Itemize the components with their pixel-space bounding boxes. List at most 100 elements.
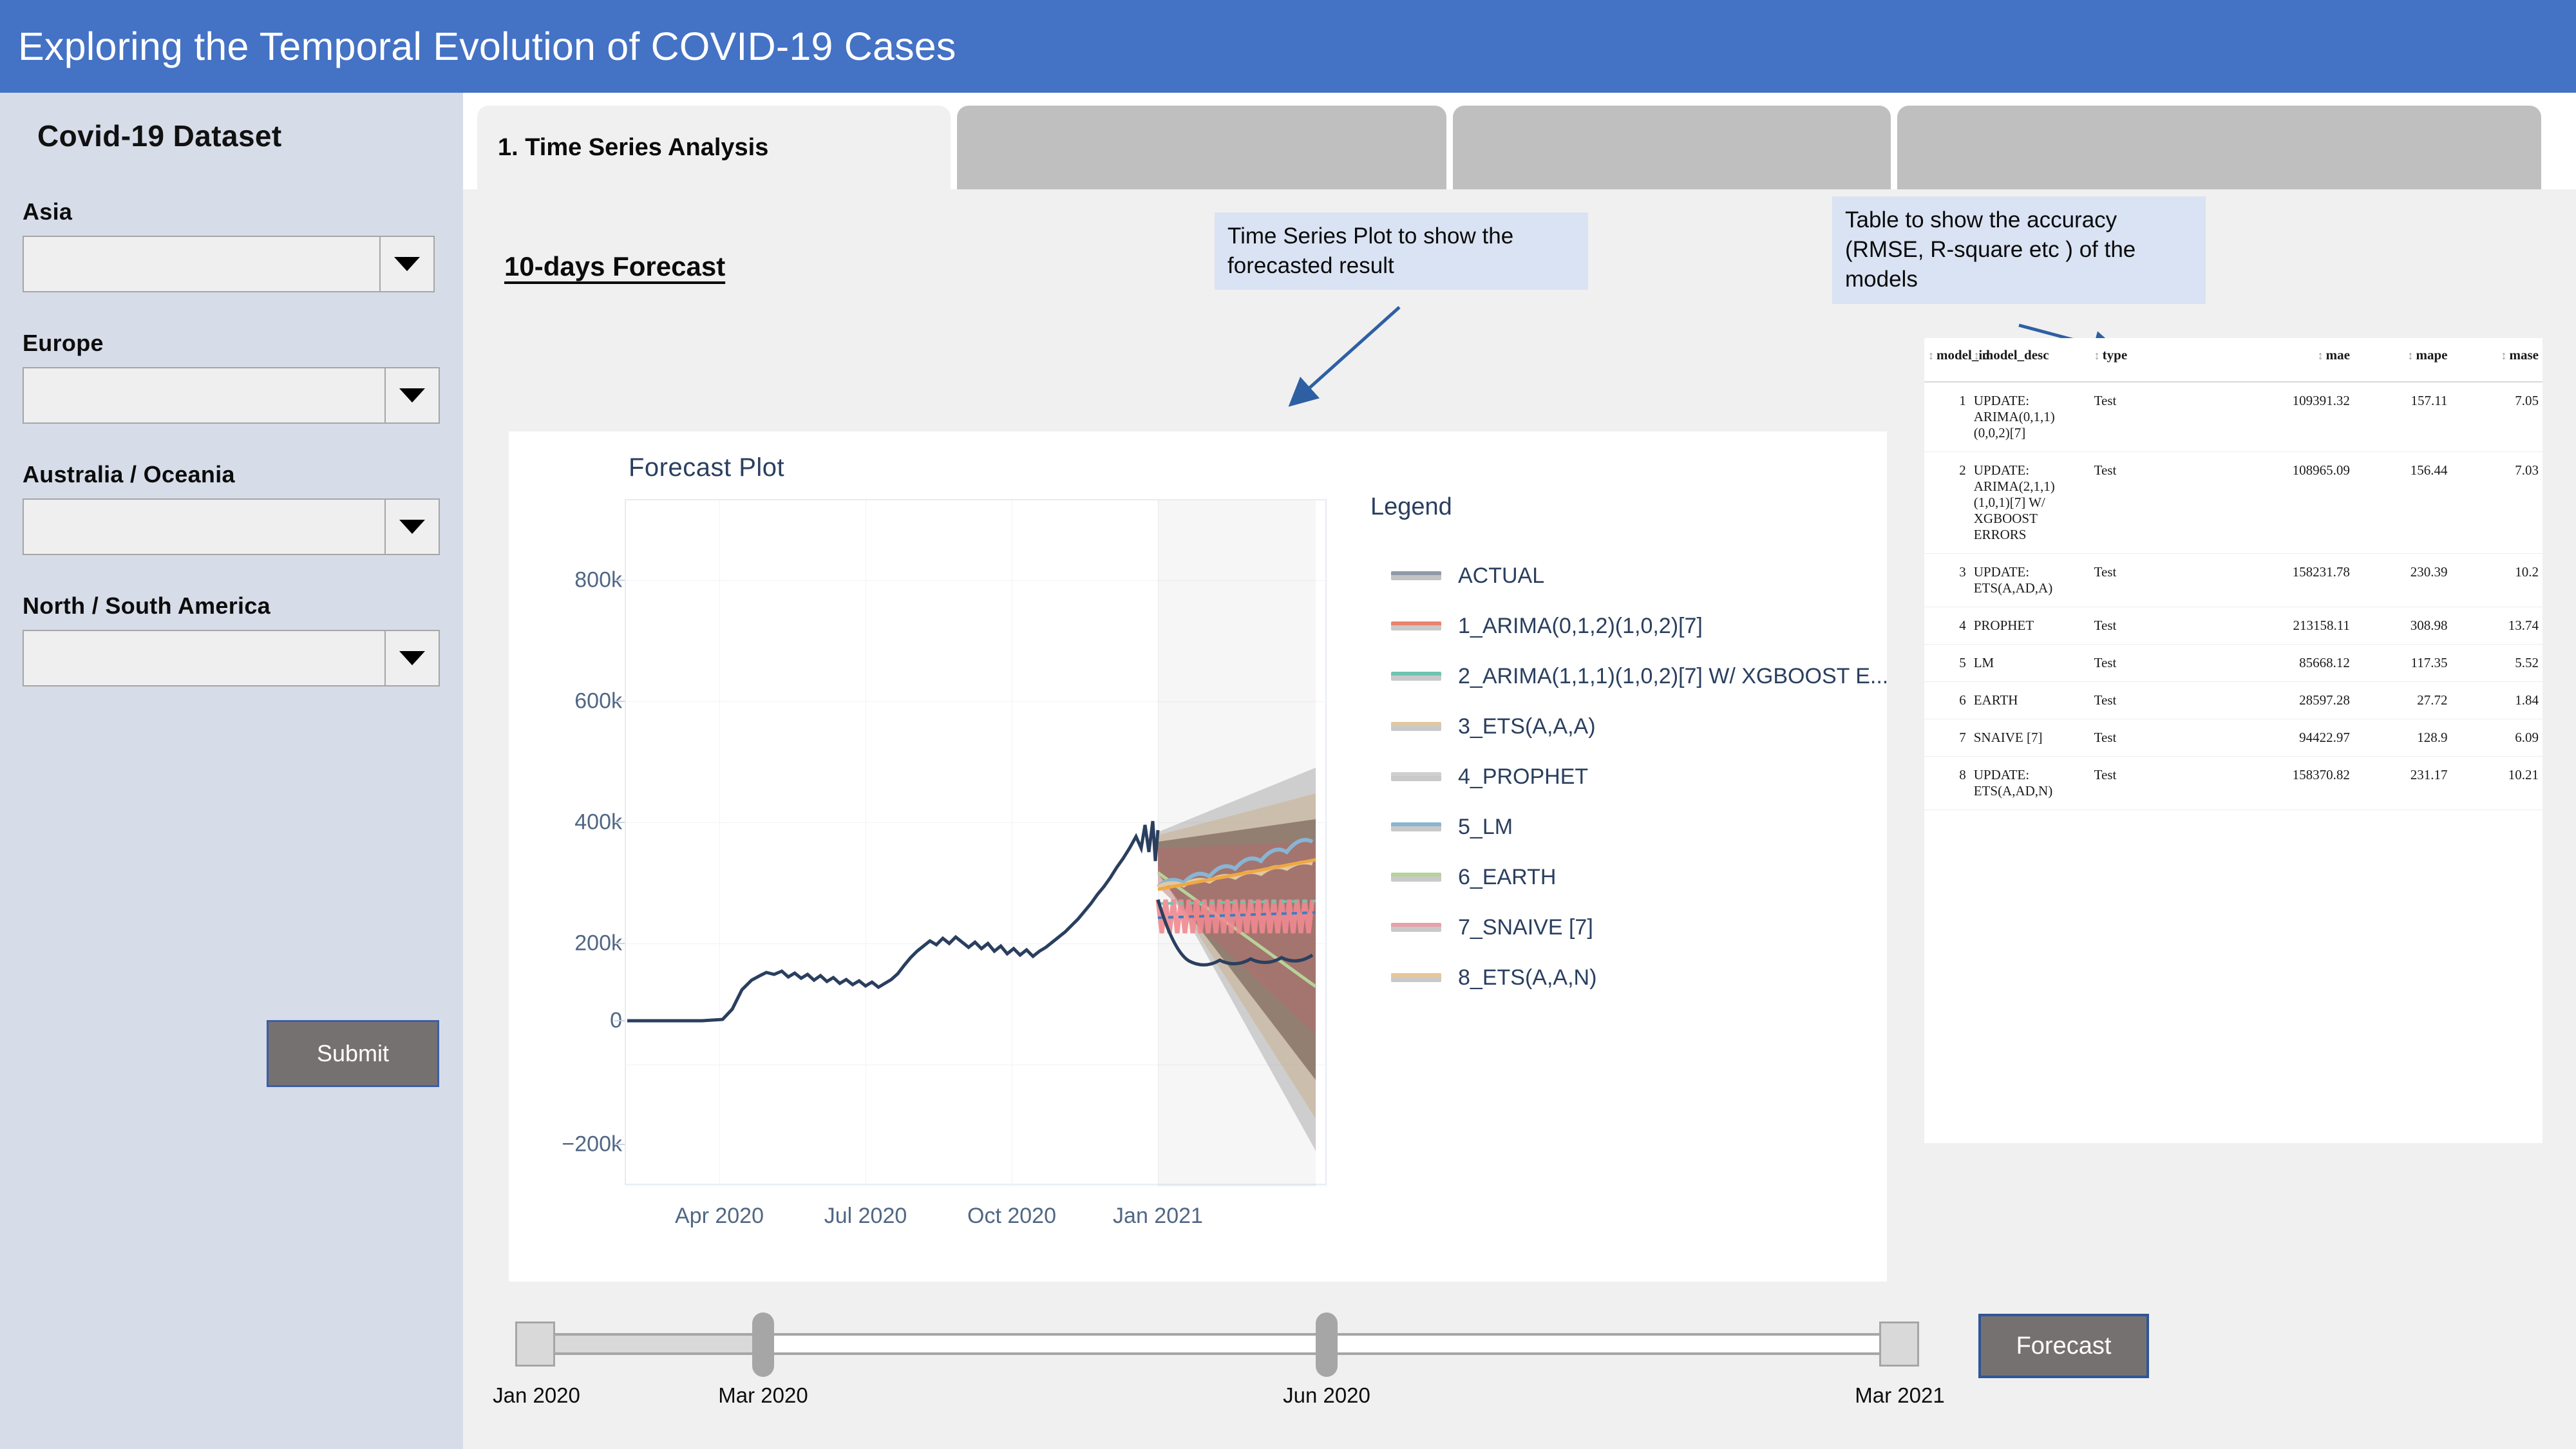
forecast-button[interactable]: Forecast	[1978, 1314, 2149, 1378]
cell-model-id: 5	[1924, 644, 1970, 682]
australia-oceania-select[interactable]	[23, 498, 440, 555]
th-type[interactable]: ↕ type	[2090, 338, 2227, 383]
chevron-down-icon[interactable]	[386, 500, 439, 554]
chart-legend: Legend ACTUAL 1_ARIMA(0,1,2)(1,0,2)[7] 2…	[1365, 493, 1888, 1003]
tab-2[interactable]	[957, 106, 1446, 189]
legend-label: 8_ETS(A,A,N)	[1458, 965, 1597, 990]
sidebar: Covid-19 Dataset Asia Europe Australia /…	[0, 93, 463, 1449]
cell-type: Test	[2090, 681, 2227, 719]
chart-plot-area: 800k 600k 400k 200k 0 −200k Apr 2020 Jul…	[562, 499, 1328, 1228]
table-row: 1 UPDATE: ARIMA(0,1,1)(0,0,2)[7] Test 10…	[1924, 382, 2543, 452]
cell-type: Test	[2090, 644, 2227, 682]
legend-item[interactable]: 6_EARTH	[1365, 852, 1855, 902]
chevron-down-icon[interactable]	[386, 368, 439, 422]
cell-mape: 308.98	[2353, 607, 2452, 645]
cell-mape: 231.17	[2353, 756, 2452, 810]
submit-button[interactable]: Submit	[267, 1020, 439, 1087]
cell-mase: 10.2	[2451, 553, 2543, 607]
legend-swatch-icon	[1391, 822, 1441, 831]
cell-mape: 157.11	[2353, 382, 2452, 452]
slider-handle-to[interactable]	[1316, 1312, 1338, 1377]
legend-item[interactable]: ACTUAL	[1365, 551, 1855, 601]
legend-swatch-icon	[1391, 571, 1441, 580]
table-row: 3 UPDATE: ETS(A,AD,A) Test 158231.78 230…	[1924, 553, 2543, 607]
table-row: 7 SNAIVE [7] Test 94422.97 128.9 6.09	[1924, 719, 2543, 757]
legend-item[interactable]: 5_LM	[1365, 802, 1855, 852]
filter-field-europe: Europe	[23, 330, 463, 424]
th-model-desc[interactable]: ↕ model_desc	[1969, 338, 2090, 383]
asia-select-value[interactable]	[24, 237, 381, 291]
north-south-america-select-value[interactable]	[24, 631, 386, 685]
table-row: 6 EARTH Test 28597.28 27.72 1.84	[1924, 681, 2543, 719]
cell-model-desc: SNAIVE [7]	[1969, 719, 2090, 757]
europe-select[interactable]	[23, 367, 440, 424]
legend-label: 6_EARTH	[1458, 864, 1557, 889]
sort-icon: ↕	[2094, 349, 2100, 362]
cell-model-desc: UPDATE: ETS(A,AD,A)	[1969, 553, 2090, 607]
th-label: mae	[2325, 347, 2350, 363]
cell-model-id: 7	[1924, 719, 1970, 757]
filter-field-north-south-america: North / South America	[23, 592, 463, 687]
cell-mape: 117.35	[2353, 644, 2452, 682]
sort-icon: ↕	[2317, 349, 2324, 362]
cell-mae: 28597.28	[2226, 681, 2354, 719]
cell-model-desc: UPDATE: ARIMA(2,1,1)(1,0,1)[7] W/ XGBOOS…	[1969, 451, 2090, 554]
cell-type: Test	[2090, 451, 2227, 554]
th-model-id[interactable]: ↕ model_id	[1924, 338, 1990, 383]
tab-time-series-analysis[interactable]: 1. Time Series Analysis	[477, 106, 951, 189]
legend-label: 3_ETS(A,A,A)	[1458, 714, 1596, 739]
legend-swatch-icon	[1391, 873, 1441, 882]
asia-select[interactable]	[23, 236, 435, 292]
cell-type: Test	[2090, 719, 2227, 757]
cell-mase: 10.21	[2451, 756, 2543, 810]
y-tick-label: −200k	[562, 1132, 622, 1157]
cell-mape: 230.39	[2353, 553, 2452, 607]
chevron-down-icon[interactable]	[386, 631, 439, 685]
cell-model-id: 4	[1924, 607, 1970, 645]
cell-mase: 13.74	[2451, 607, 2543, 645]
table-row: 8 UPDATE: ETS(A,AD,N) Test 158370.82 231…	[1924, 756, 2543, 810]
page-title: Exploring the Temporal Evolution of COVI…	[18, 24, 956, 68]
date-range-slider[interactable]: Jan 2020 Mar 2020 Jun 2020 Mar 2021	[493, 1301, 1945, 1407]
x-tick-label: Apr 2020	[675, 1204, 764, 1228]
filter-label-north-south-america: North / South America	[23, 592, 271, 619]
slider-right-end-cap[interactable]	[1879, 1321, 1919, 1367]
legend-item[interactable]: 2_ARIMA(1,1,1)(1,0,2)[7] W/ XGBOOST E...	[1365, 651, 1888, 701]
th-mape[interactable]: ↕ mape	[2353, 338, 2452, 383]
cell-mase: 6.09	[2451, 719, 2543, 757]
filter-label-australia-oceania: Australia / Oceania	[23, 461, 235, 488]
europe-select-value[interactable]	[24, 368, 386, 422]
th-label: model_desc	[1982, 347, 2049, 363]
tab-4[interactable]	[1897, 106, 2541, 189]
table-body: 1 UPDATE: ARIMA(0,1,1)(0,0,2)[7] Test 10…	[1924, 382, 2543, 810]
callout-plot-note: Time Series Plot to show the forecasted …	[1215, 213, 1588, 290]
filter-label-asia: Asia	[23, 198, 73, 225]
legend-item[interactable]: 8_ETS(A,A,N)	[1365, 952, 1855, 1003]
legend-item[interactable]: 1_ARIMA(0,1,2)(1,0,2)[7]	[1365, 601, 1855, 651]
legend-item[interactable]: 3_ETS(A,A,A)	[1365, 701, 1855, 752]
cell-type: Test	[2090, 607, 2227, 645]
legend-swatch-icon	[1391, 672, 1441, 681]
legend-item[interactable]: 7_SNAIVE [7]	[1365, 902, 1855, 952]
tab-label: 1. Time Series Analysis	[498, 133, 769, 161]
cell-model-id: 2	[1924, 451, 1970, 554]
slider-left-end-cap[interactable]	[515, 1321, 555, 1367]
y-tick-label: 400k	[574, 810, 622, 835]
legend-label: 5_LM	[1458, 814, 1513, 839]
x-tick-label: Oct 2020	[967, 1204, 1056, 1228]
legend-label: ACTUAL	[1458, 563, 1545, 588]
cell-model-id: 8	[1924, 756, 1970, 810]
slider-handle-from[interactable]	[752, 1312, 774, 1377]
cell-type: Test	[2090, 382, 2227, 452]
slider-label: Jun 2020	[1283, 1383, 1370, 1407]
legend-swatch-icon	[1391, 772, 1441, 781]
chevron-down-icon[interactable]	[381, 237, 433, 291]
north-south-america-select[interactable]	[23, 630, 440, 687]
th-mase[interactable]: ↕ mase	[2451, 338, 2543, 383]
australia-oceania-select-value[interactable]	[24, 500, 386, 554]
legend-item[interactable]: 4_PROPHET	[1365, 752, 1855, 802]
tab-3[interactable]	[1453, 106, 1891, 189]
cell-mape: 128.9	[2353, 719, 2452, 757]
slider-selected-range[interactable]	[763, 1333, 1919, 1355]
th-mae[interactable]: ↕ mae	[2226, 338, 2354, 383]
